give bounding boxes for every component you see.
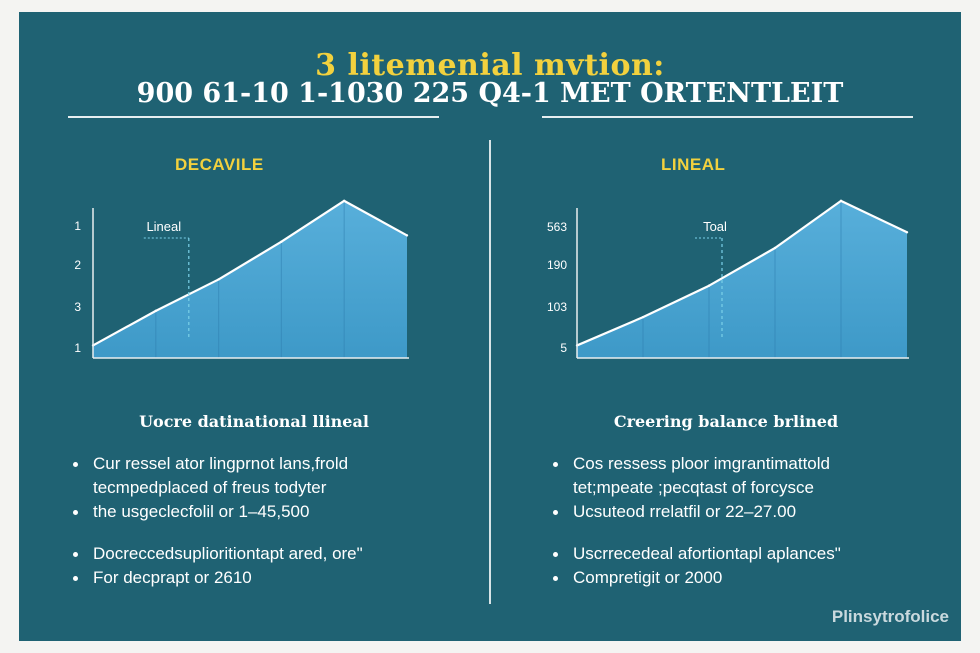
left-bullet-4: For decprapt or 2610: [73, 566, 363, 590]
right-y-tick-label-1: 190: [547, 258, 567, 272]
right-bullet-1-cont: tet;mpeate ;pecqtast of forcysce: [573, 478, 814, 497]
right-panel: LINEAL 563 190 103 5 Toal Creering balance b…: [491, 12, 961, 641]
right-chart-title: LINEAL: [661, 155, 726, 174]
left-data-point-2: [217, 278, 220, 281]
left-bullet-1: Cur ressel ator lingprnot lans,frold: [73, 452, 363, 476]
left-y-tick-label-1: 2: [74, 258, 81, 272]
right-y-tick-label-3: 5: [560, 341, 567, 355]
right-subheading: Creering balance brlined: [613, 412, 839, 431]
right-data-point-4: [839, 199, 843, 203]
left-bullet-2: the usgeclecfolil or 1–45,500: [73, 500, 363, 524]
title-line-2: 900 61-10 1-1030 225 Q4-1 MET ORTENTLEIT: [136, 78, 844, 109]
left-subheading: Uocre datinational llineal: [139, 412, 369, 431]
left-series-line: [92, 199, 408, 347]
left-bullet-3: Docreccedsuplioritiontapt ared, ore": [73, 542, 363, 566]
left-bullet-list: Cur ressel ator lingprnot lans,frold tec…: [73, 452, 363, 590]
right-bullet-2: Ucsuteod rrelatfil or 22–27.00: [553, 500, 841, 524]
right-y-tick-label-0: 563: [547, 220, 567, 234]
left-area-fill: [93, 200, 407, 358]
right-area-chart: 563 190 103 5 Toal: [547, 199, 909, 359]
right-data-point-1: [641, 315, 645, 319]
left-annotation-label: Lineal: [146, 219, 181, 234]
right-annotation-label: Toal: [703, 219, 727, 234]
left-chart-title: DECAVILE: [175, 155, 264, 174]
left-data-point-5: [405, 234, 409, 237]
left-panel: DECAVILE 1 2 3 1 Lineal Uocre datinational l…: [19, 12, 489, 641]
right-bullet-1: Cos ressess ploor imgrantimattold: [553, 452, 841, 476]
left-y-tick-label-2: 3: [74, 300, 81, 314]
right-title-rule: [542, 116, 913, 118]
center-divider: [489, 140, 491, 604]
left-y-tick-label-0: 1: [74, 219, 81, 233]
right-area-fill: [577, 200, 907, 358]
right-bullet-4: Compretigit or 2000: [553, 566, 841, 590]
right-data-point-5: [905, 231, 909, 234]
right-data-point-3: [773, 246, 777, 250]
left-area-chart: 1 2 3 1 Lineal: [74, 199, 409, 359]
left-y-tick-label-3: 1: [74, 341, 81, 355]
right-data-point-2: [707, 284, 711, 287]
left-title-rule: [68, 116, 439, 118]
right-bullet-3: Uscrrecedeal afortiontapl aplances": [553, 542, 841, 566]
right-y-tick-label-2: 103: [547, 300, 567, 314]
right-bullet-list: Cos ressess ploor imgrantimattold tet;mp…: [553, 452, 841, 590]
left-data-point-3: [280, 240, 283, 243]
left-data-point-4: [343, 199, 346, 203]
title-line-1: 3 litemenial mvtion:: [315, 48, 665, 83]
infographic-panel: 3 litemenial mvtion: 900 61-10 1-1030 22…: [19, 12, 961, 641]
right-series-line: [576, 199, 908, 347]
brand-logo-text: Plinsytrofolice: [831, 607, 949, 626]
left-bullet-1-cont: tecmpedplaced of freus todyter: [93, 478, 327, 497]
left-data-point-1: [154, 309, 157, 313]
